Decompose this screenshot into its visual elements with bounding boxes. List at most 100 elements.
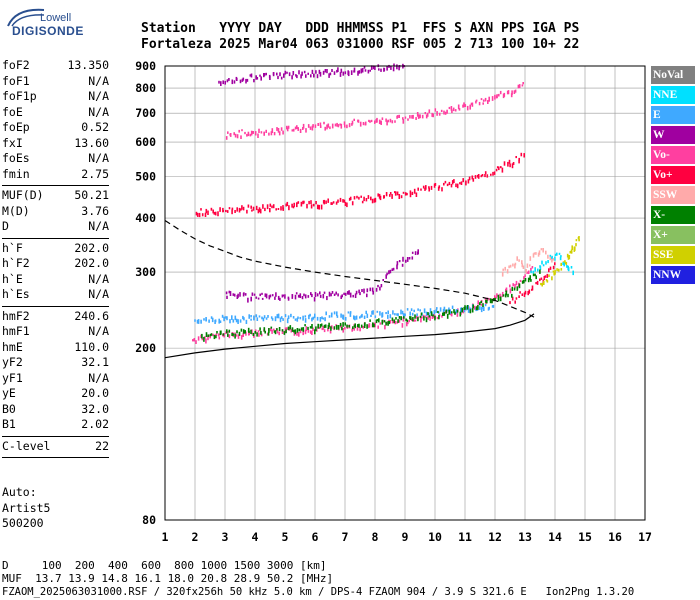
echo-point — [419, 309, 421, 312]
echo-point — [401, 263, 404, 267]
echo-point — [460, 181, 463, 185]
param-value: 2.02 — [81, 417, 109, 431]
echo-point — [344, 292, 347, 296]
echo-point — [324, 324, 327, 328]
echo-point — [479, 306, 481, 310]
param-row: yE 20.0 — [2, 386, 109, 402]
echo-point — [439, 307, 442, 312]
echo-point — [339, 322, 342, 327]
echo-point — [454, 311, 456, 315]
echo-point — [346, 202, 348, 208]
echo-point — [480, 98, 483, 101]
echo-point — [509, 288, 512, 294]
echo-point — [312, 203, 315, 207]
echo-point — [428, 315, 431, 318]
echo-point — [357, 324, 359, 328]
echo-point — [406, 257, 409, 262]
echo-point — [235, 334, 238, 337]
echo-point — [298, 332, 300, 337]
echo-point — [280, 127, 283, 131]
param-name: foEs — [2, 151, 30, 165]
param-row: D N/A — [2, 219, 109, 235]
echo-point — [378, 193, 381, 199]
echo-point — [433, 310, 436, 315]
echo-point — [282, 294, 284, 297]
echo-point — [437, 310, 439, 313]
echo-point — [278, 131, 281, 136]
echo-point — [250, 296, 252, 302]
echo-point — [471, 102, 474, 107]
echo-point — [228, 207, 231, 210]
echo-point — [237, 334, 240, 339]
echo-point — [325, 200, 327, 204]
echo-point — [278, 331, 280, 336]
trace-4th-hop — [218, 63, 405, 86]
echo-point — [453, 179, 455, 183]
echo-point — [461, 307, 463, 313]
echo-point — [305, 74, 307, 78]
param-name: foF2 — [2, 58, 30, 72]
echo-point — [267, 315, 269, 318]
echo-point — [320, 323, 323, 327]
echo-point — [301, 71, 303, 76]
echo-point — [299, 293, 302, 298]
echo-point — [270, 328, 272, 332]
echo-point — [303, 200, 305, 204]
echo-point — [312, 316, 314, 320]
echo-point — [331, 291, 334, 294]
echo-point — [368, 119, 370, 122]
echo-point — [333, 326, 336, 330]
echo-point — [448, 181, 451, 186]
echo-point — [380, 120, 382, 125]
echo-point — [358, 70, 361, 74]
echo-point — [201, 337, 204, 341]
echo-point — [532, 253, 535, 258]
echo-point — [257, 209, 260, 214]
echo-point — [277, 75, 279, 80]
echo-point — [295, 292, 298, 295]
param-row: MUF(D) 50.21 — [2, 188, 109, 204]
echo-point — [242, 329, 245, 334]
echo-point — [355, 290, 358, 295]
echo-point — [425, 185, 427, 190]
echo-point — [423, 316, 425, 321]
echo-point — [284, 70, 287, 75]
echo-point — [250, 318, 252, 321]
echo-point — [374, 322, 376, 328]
echo-point — [387, 314, 389, 319]
autoscaling-info: Auto: Artist5 500200 — [2, 485, 50, 532]
echo-point — [255, 296, 258, 299]
echo-point — [207, 334, 210, 337]
echo-point — [429, 316, 431, 321]
echo-point — [527, 270, 530, 274]
echo-point — [313, 73, 315, 78]
echo-point — [251, 329, 253, 335]
echo-point — [201, 213, 204, 217]
echo-point — [351, 123, 353, 126]
echo-point — [573, 246, 576, 251]
echo-point — [220, 330, 222, 335]
echo-point — [243, 317, 245, 321]
echo-point — [299, 329, 302, 334]
echo-point — [276, 328, 278, 331]
echo-point — [504, 266, 506, 271]
echo-point — [543, 276, 546, 280]
echo-point — [578, 239, 580, 242]
param-name: foE — [2, 104, 23, 119]
echo-point — [366, 288, 369, 293]
echo-point — [521, 280, 524, 284]
echo-point — [351, 120, 354, 125]
echo-point — [335, 201, 338, 205]
echo-point — [436, 307, 438, 310]
echo-point — [420, 312, 423, 316]
echo-point — [428, 186, 430, 189]
echo-point — [411, 115, 413, 119]
param-name: B0 — [2, 401, 16, 416]
echo-point — [518, 157, 520, 161]
echo-point — [357, 119, 360, 123]
echo-point — [303, 70, 306, 74]
echo-point — [287, 326, 290, 331]
echo-point — [231, 79, 234, 85]
echo-point — [386, 272, 388, 276]
